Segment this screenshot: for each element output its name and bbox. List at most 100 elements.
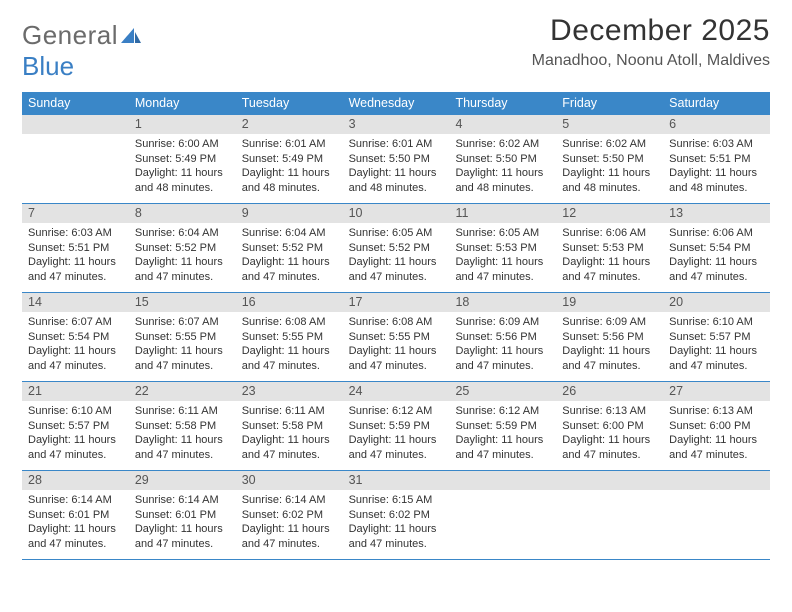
daylight-line1: Daylight: 11 hours xyxy=(455,433,550,448)
week-row: 7Sunrise: 6:03 AMSunset: 5:51 PMDaylight… xyxy=(22,204,770,293)
sunset-text: Sunset: 5:55 PM xyxy=(349,330,444,345)
day-number: 24 xyxy=(343,382,450,401)
daylight-line1: Daylight: 11 hours xyxy=(562,166,657,181)
daylight-line1: Daylight: 11 hours xyxy=(562,344,657,359)
dow-cell: Sunday xyxy=(22,92,129,115)
daylight-line1: Daylight: 11 hours xyxy=(242,344,337,359)
day-cell: 20Sunrise: 6:10 AMSunset: 5:57 PMDayligh… xyxy=(663,293,770,381)
daylight-line1: Daylight: 11 hours xyxy=(28,522,123,537)
day-body: Sunrise: 6:02 AMSunset: 5:50 PMDaylight:… xyxy=(449,134,556,201)
daylight-line2: and 47 minutes. xyxy=(669,448,764,463)
daylight-line1: Daylight: 11 hours xyxy=(28,433,123,448)
sunset-text: Sunset: 6:02 PM xyxy=(242,508,337,523)
week-row: 1Sunrise: 6:00 AMSunset: 5:49 PMDaylight… xyxy=(22,115,770,204)
daylight-line2: and 47 minutes. xyxy=(28,448,123,463)
sunset-text: Sunset: 5:51 PM xyxy=(669,152,764,167)
daylight-line2: and 47 minutes. xyxy=(135,270,230,285)
day-number: 13 xyxy=(663,204,770,223)
day-number: 19 xyxy=(556,293,663,312)
sunset-text: Sunset: 5:57 PM xyxy=(669,330,764,345)
sunrise-text: Sunrise: 6:01 AM xyxy=(242,137,337,152)
day-number: 14 xyxy=(22,293,129,312)
day-body: Sunrise: 6:14 AMSunset: 6:02 PMDaylight:… xyxy=(236,490,343,557)
logo: General Blue xyxy=(22,14,142,82)
sunrise-text: Sunrise: 6:06 AM xyxy=(562,226,657,241)
day-cell: 22Sunrise: 6:11 AMSunset: 5:58 PMDayligh… xyxy=(129,382,236,470)
day-cell: 17Sunrise: 6:08 AMSunset: 5:55 PMDayligh… xyxy=(343,293,450,381)
sunset-text: Sunset: 5:56 PM xyxy=(455,330,550,345)
daylight-line2: and 47 minutes. xyxy=(135,359,230,374)
sunrise-text: Sunrise: 6:04 AM xyxy=(135,226,230,241)
daylight-line2: and 48 minutes. xyxy=(455,181,550,196)
daylight-line2: and 47 minutes. xyxy=(242,359,337,374)
dow-cell: Monday xyxy=(129,92,236,115)
sunset-text: Sunset: 5:54 PM xyxy=(669,241,764,256)
logo-word-general: General xyxy=(22,20,118,50)
daylight-line1: Daylight: 11 hours xyxy=(455,255,550,270)
daylight-line2: and 47 minutes. xyxy=(455,270,550,285)
sunrise-text: Sunrise: 6:04 AM xyxy=(242,226,337,241)
calendar: Sunday Monday Tuesday Wednesday Thursday… xyxy=(22,92,770,560)
sunrise-text: Sunrise: 6:13 AM xyxy=(669,404,764,419)
day-body: Sunrise: 6:06 AMSunset: 5:53 PMDaylight:… xyxy=(556,223,663,290)
day-cell: 23Sunrise: 6:11 AMSunset: 5:58 PMDayligh… xyxy=(236,382,343,470)
day-body: Sunrise: 6:08 AMSunset: 5:55 PMDaylight:… xyxy=(236,312,343,379)
daylight-line1: Daylight: 11 hours xyxy=(135,166,230,181)
sunrise-text: Sunrise: 6:11 AM xyxy=(242,404,337,419)
dow-row: Sunday Monday Tuesday Wednesday Thursday… xyxy=(22,92,770,115)
logo-sail-icon xyxy=(120,20,142,51)
sunrise-text: Sunrise: 6:07 AM xyxy=(135,315,230,330)
sunrise-text: Sunrise: 6:11 AM xyxy=(135,404,230,419)
daylight-line2: and 48 minutes. xyxy=(242,181,337,196)
sunrise-text: Sunrise: 6:09 AM xyxy=(455,315,550,330)
sunrise-text: Sunrise: 6:06 AM xyxy=(669,226,764,241)
week-row: 21Sunrise: 6:10 AMSunset: 5:57 PMDayligh… xyxy=(22,382,770,471)
sunset-text: Sunset: 6:02 PM xyxy=(349,508,444,523)
sunrise-text: Sunrise: 6:01 AM xyxy=(349,137,444,152)
sunrise-text: Sunrise: 6:14 AM xyxy=(242,493,337,508)
daylight-line1: Daylight: 11 hours xyxy=(455,166,550,181)
day-body: Sunrise: 6:06 AMSunset: 5:54 PMDaylight:… xyxy=(663,223,770,290)
sunrise-text: Sunrise: 6:03 AM xyxy=(28,226,123,241)
day-cell: 4Sunrise: 6:02 AMSunset: 5:50 PMDaylight… xyxy=(449,115,556,203)
daylight-line2: and 47 minutes. xyxy=(349,270,444,285)
day-cell: 13Sunrise: 6:06 AMSunset: 5:54 PMDayligh… xyxy=(663,204,770,292)
daylight-line1: Daylight: 11 hours xyxy=(349,433,444,448)
daylight-line1: Daylight: 11 hours xyxy=(349,166,444,181)
daylight-line1: Daylight: 11 hours xyxy=(242,433,337,448)
week-row: 28Sunrise: 6:14 AMSunset: 6:01 PMDayligh… xyxy=(22,471,770,560)
day-number xyxy=(449,471,556,490)
daylight-line1: Daylight: 11 hours xyxy=(349,344,444,359)
day-cell: 29Sunrise: 6:14 AMSunset: 6:01 PMDayligh… xyxy=(129,471,236,559)
day-number: 27 xyxy=(663,382,770,401)
day-number: 26 xyxy=(556,382,663,401)
day-cell: 26Sunrise: 6:13 AMSunset: 6:00 PMDayligh… xyxy=(556,382,663,470)
day-number: 7 xyxy=(22,204,129,223)
sunset-text: Sunset: 5:55 PM xyxy=(135,330,230,345)
day-cell: 21Sunrise: 6:10 AMSunset: 5:57 PMDayligh… xyxy=(22,382,129,470)
day-number: 21 xyxy=(22,382,129,401)
sunrise-text: Sunrise: 6:09 AM xyxy=(562,315,657,330)
daylight-line1: Daylight: 11 hours xyxy=(669,433,764,448)
day-cell: 30Sunrise: 6:14 AMSunset: 6:02 PMDayligh… xyxy=(236,471,343,559)
day-cell: 12Sunrise: 6:06 AMSunset: 5:53 PMDayligh… xyxy=(556,204,663,292)
dow-cell: Thursday xyxy=(449,92,556,115)
daylight-line1: Daylight: 11 hours xyxy=(669,255,764,270)
sunrise-text: Sunrise: 6:08 AM xyxy=(242,315,337,330)
weeks-container: 1Sunrise: 6:00 AMSunset: 5:49 PMDaylight… xyxy=(22,115,770,560)
daylight-line2: and 47 minutes. xyxy=(562,270,657,285)
day-body: Sunrise: 6:03 AMSunset: 5:51 PMDaylight:… xyxy=(22,223,129,290)
daylight-line1: Daylight: 11 hours xyxy=(669,166,764,181)
sunset-text: Sunset: 6:01 PM xyxy=(28,508,123,523)
daylight-line2: and 48 minutes. xyxy=(135,181,230,196)
sunrise-text: Sunrise: 6:08 AM xyxy=(349,315,444,330)
sunrise-text: Sunrise: 6:14 AM xyxy=(28,493,123,508)
sunset-text: Sunset: 5:55 PM xyxy=(242,330,337,345)
daylight-line1: Daylight: 11 hours xyxy=(28,344,123,359)
day-number xyxy=(556,471,663,490)
day-cell: 19Sunrise: 6:09 AMSunset: 5:56 PMDayligh… xyxy=(556,293,663,381)
day-number: 28 xyxy=(22,471,129,490)
sunset-text: Sunset: 6:00 PM xyxy=(669,419,764,434)
day-body: Sunrise: 6:02 AMSunset: 5:50 PMDaylight:… xyxy=(556,134,663,201)
day-cell: 9Sunrise: 6:04 AMSunset: 5:52 PMDaylight… xyxy=(236,204,343,292)
